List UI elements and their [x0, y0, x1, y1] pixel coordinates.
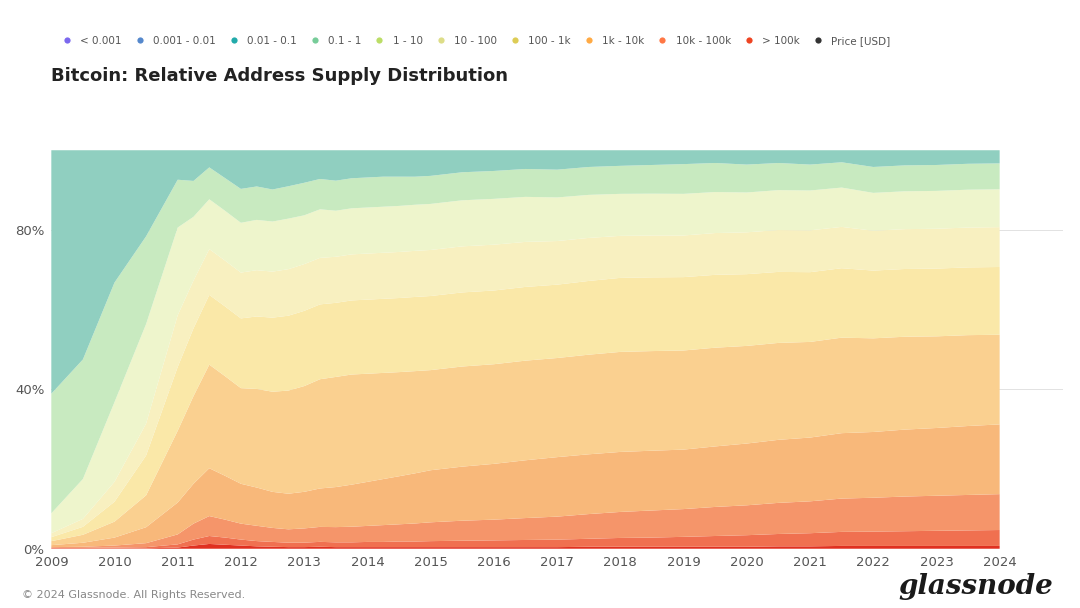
Text: Bitcoin: Relative Address Supply Distribution: Bitcoin: Relative Address Supply Distrib… [52, 67, 509, 85]
Text: glassnode: glassnode [899, 573, 1053, 600]
Text: © 2024 Glassnode. All Rights Reserved.: © 2024 Glassnode. All Rights Reserved. [22, 590, 245, 600]
Legend: < 0.001, 0.001 - 0.01, 0.01 - 0.1, 0.1 - 1, 1 - 10, 10 - 100, 100 - 1k, 1k - 10k: < 0.001, 0.001 - 0.01, 0.01 - 0.1, 0.1 -… [56, 36, 891, 46]
